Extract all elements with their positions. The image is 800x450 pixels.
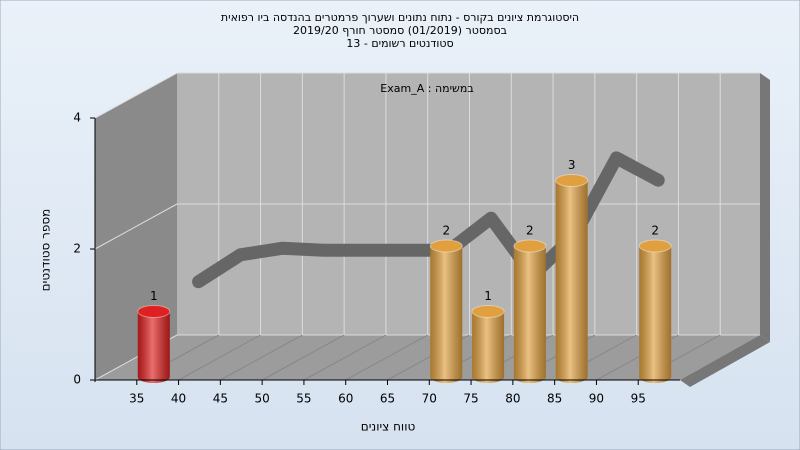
wall-edge (760, 73, 770, 342)
y-tick-label: 0 (73, 373, 81, 387)
bar-shade (472, 311, 505, 383)
bar-shade (513, 246, 546, 383)
grid-line (94, 203, 178, 250)
title-line: בסמסטר (01/2019) סמסטר חורף 2019/20 (293, 24, 507, 37)
x-tick-label: 50 (255, 392, 270, 406)
grid-line (345, 334, 428, 381)
x-tick-label: 80 (505, 392, 520, 406)
grid-line (178, 334, 261, 381)
x-tick-label: 45 (213, 392, 228, 406)
grid-line (220, 334, 303, 381)
title-line: סטודנטים רשומים - 13 (346, 37, 453, 50)
data-label: 1 (150, 289, 158, 303)
x-tick-label: 70 (422, 392, 437, 406)
bar (429, 239, 463, 383)
x-tick-label: 65 (380, 392, 395, 406)
marks: 0 2 4 35 40 45 50 55 60 65 70 75 80 85 90 95 1 2 1 2 3 2 (73, 111, 672, 406)
bar-top (513, 239, 547, 253)
bar-top (429, 239, 463, 253)
bar (137, 305, 171, 383)
grid-line (261, 334, 345, 381)
annotation: Exam_A : במשימה (380, 82, 473, 95)
floor-edge (680, 335, 770, 387)
data-label: 2 (442, 224, 450, 238)
y-tick-label: 4 (73, 111, 81, 125)
bar-top (137, 305, 171, 318)
x-tick-label: 40 (171, 392, 186, 406)
x-tick-label: 75 (463, 392, 478, 406)
bar (513, 239, 547, 383)
data-label: 2 (526, 224, 534, 238)
x-tick-label: 85 (547, 392, 562, 406)
x-tick-label: 35 (129, 392, 144, 406)
grid-line (94, 72, 178, 119)
data-label: 1 (484, 289, 492, 303)
y-axis-label: מספר סטודנטים (39, 209, 53, 292)
x-tick-label: 90 (589, 392, 604, 406)
y-tick-label: 2 (73, 242, 81, 256)
bar-shade (430, 246, 463, 383)
bar (471, 305, 505, 383)
bar-top (638, 239, 672, 253)
bar-shade (137, 311, 170, 383)
bar (555, 174, 589, 383)
grid-line (303, 334, 387, 381)
x-axis-label: טווח ציונים (361, 420, 416, 434)
bar-top (471, 305, 505, 318)
bar (638, 239, 672, 383)
title-line: היסטוגרמת ציונים בקורס - נתוח נתונים ושע… (221, 11, 579, 24)
x-tick-label: 55 (296, 392, 311, 406)
bar-top (555, 174, 589, 187)
x-tick-label: 60 (338, 392, 353, 406)
bar-shade (639, 246, 672, 383)
data-label: 3 (568, 158, 576, 172)
bar-shade (555, 180, 588, 383)
data-label: 2 (651, 224, 659, 238)
x-tick-label: 95 (631, 392, 646, 406)
